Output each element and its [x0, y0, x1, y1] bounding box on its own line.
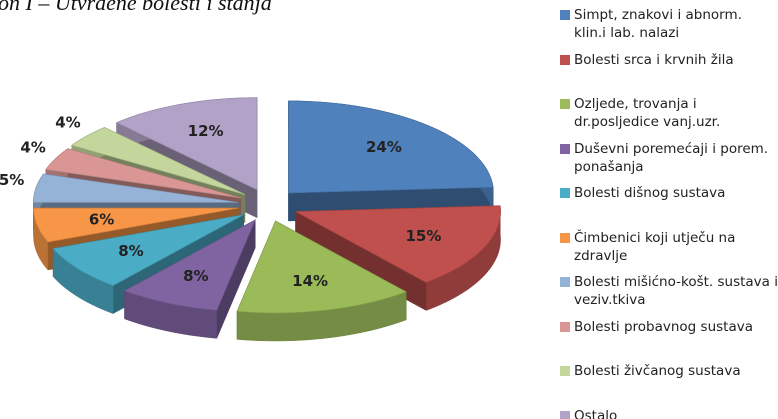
data-label: 14% — [292, 272, 328, 290]
legend-swatch — [560, 366, 570, 376]
chart-title: on I – Utvrđene bolesti i stanja — [0, 0, 272, 15]
legend-label: Bolesti dišnog sustava — [574, 185, 726, 201]
slice-top — [123, 219, 256, 311]
slice — [236, 220, 407, 342]
legend-label: Čimbenici koji utječu na zdravlje — [574, 229, 736, 264]
data-label: 5% — [0, 171, 24, 189]
slice-top — [70, 127, 246, 195]
legend-label: Bolesti srca i krvnih žila — [574, 51, 734, 68]
data-label: 4% — [20, 139, 45, 157]
data-label: 4% — [55, 113, 80, 131]
legend-swatch — [560, 410, 570, 419]
legend-swatch — [560, 10, 570, 20]
slice-top — [236, 220, 407, 314]
data-label: 24% — [366, 138, 402, 156]
slice-top — [45, 148, 241, 199]
data-label: 15% — [406, 227, 442, 245]
slice-top — [288, 100, 494, 194]
data-label: 6% — [89, 210, 114, 228]
legend-label: Ozljede, trovanja i dr.posljedice vanj.u… — [574, 96, 721, 130]
slice-top — [294, 205, 501, 283]
data-label: 12% — [188, 122, 224, 140]
slice-top — [33, 173, 239, 203]
legend-swatch — [560, 321, 570, 332]
legend-label: Simpt, znakovi i abnorm. klin.i lab. nal… — [574, 7, 742, 41]
slice-top — [33, 207, 239, 243]
legend-swatch — [560, 232, 570, 243]
pie-area: on I – Utvrđene bolesti i stanja 24% 15% 1… — [0, 0, 501, 342]
data-label: 8% — [183, 267, 208, 285]
legend-label: Bolesti probavnog sustava — [574, 318, 753, 335]
legend-swatch — [560, 99, 570, 109]
legend-label: Duševni poremećaji i porem. ponašanja — [574, 140, 769, 175]
legend-label: Bolesti živčanog sustava — [574, 363, 741, 379]
data-label: 8% — [118, 242, 143, 260]
slice — [123, 219, 256, 339]
slice-top — [115, 97, 258, 191]
legend-label: Bolesti mišićno-košt. sustava i veziv.tk… — [574, 274, 778, 308]
legend-swatch — [560, 188, 570, 198]
legend-label: Ostalo — [574, 407, 618, 419]
slice — [288, 100, 494, 222]
slice-top — [52, 214, 244, 286]
legend-swatch — [560, 54, 570, 65]
legend-swatch — [560, 143, 570, 154]
legend-swatch — [560, 277, 570, 287]
